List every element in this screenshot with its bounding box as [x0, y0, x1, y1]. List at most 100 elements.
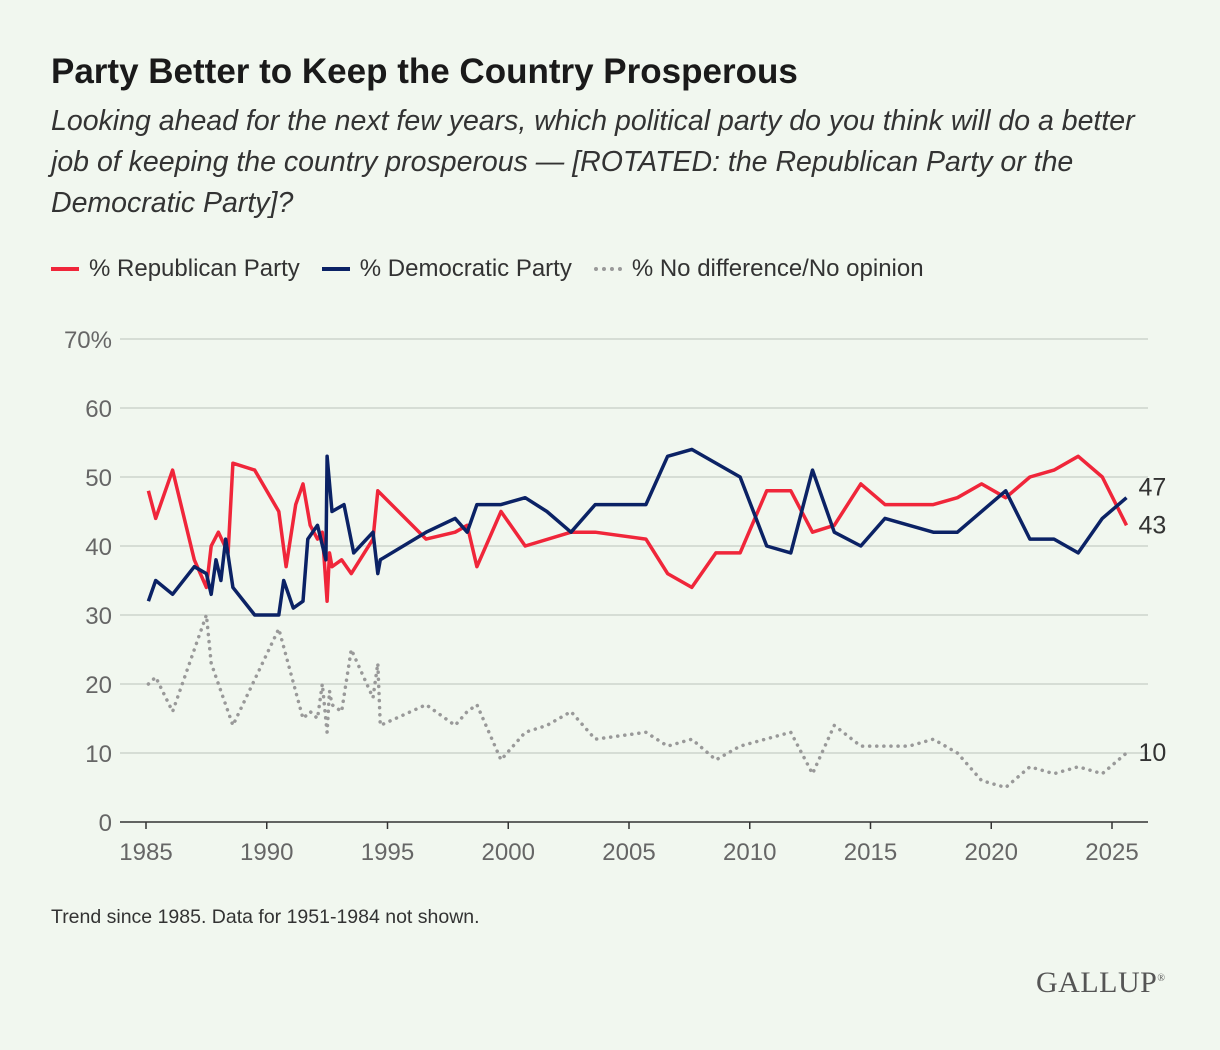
data-point-democratic [352, 551, 356, 555]
data-point-democratic [859, 544, 863, 548]
data-point-democratic [1100, 516, 1104, 520]
data-point-no-opinion [523, 730, 527, 734]
data-point-republican [376, 489, 380, 493]
data-point-democratic [342, 503, 346, 507]
data-point-no-opinion [301, 717, 305, 721]
data-point-republican [192, 558, 196, 562]
data-point-republican [171, 468, 175, 472]
data-point-democratic [1004, 489, 1008, 493]
data-point-no-opinion [171, 710, 175, 714]
data-point-no-opinion [277, 627, 281, 631]
data-point-republican [349, 572, 353, 576]
data-point-no-opinion [1028, 765, 1032, 769]
data-point-democratic [192, 565, 196, 569]
data-point-republican [1028, 475, 1032, 479]
end-labels: 10 43 47 [1138, 474, 1166, 767]
data-point-democratic [330, 510, 334, 514]
y-tick-label: 40 [85, 534, 112, 561]
data-point-republican [499, 510, 503, 514]
x-tick-label: 1990 [240, 839, 293, 866]
end-label-no-opinion: 10 [1138, 739, 1166, 767]
data-point-no-opinion [811, 772, 815, 776]
end-label-republican: 43 [1138, 511, 1166, 539]
legend-item-republican: % Republican Party [51, 255, 300, 283]
data-point-no-opinion [453, 723, 457, 727]
data-point-republican [294, 503, 298, 507]
data-point-democratic [371, 530, 375, 534]
data-point-no-opinion [349, 648, 353, 652]
series-line-no-opinion [146, 613, 1129, 790]
data-point-democratic [378, 558, 382, 562]
chart-subtitle: Looking ahead for the next few years, wh… [51, 105, 1135, 219]
data-point-democratic [1076, 551, 1080, 555]
data-point-republican [666, 572, 670, 576]
data-point-democratic [690, 447, 694, 451]
data-point-democratic [593, 503, 597, 507]
y-tick-label: 70% [64, 327, 112, 354]
data-point-democratic [883, 516, 887, 520]
data-point-democratic [324, 558, 328, 562]
data-point-republican [231, 461, 235, 465]
data-point-republican [253, 468, 257, 472]
data-point-no-opinion [231, 723, 235, 727]
data-point-republican [308, 523, 312, 527]
logo-text: GALLUP [1036, 966, 1158, 999]
data-point-no-opinion [569, 710, 573, 714]
data-point-democratic [523, 496, 527, 500]
x-tick-label: 2005 [602, 839, 655, 866]
data-point-republican [690, 585, 694, 589]
data-point-republican [1076, 454, 1080, 458]
legend-label-democratic: % Democratic Party [359, 255, 572, 282]
y-tick-label: 60 [85, 396, 112, 423]
data-point-no-opinion [204, 613, 208, 617]
data-point-no-opinion [545, 723, 549, 727]
series-line-democratic [146, 447, 1128, 617]
y-tick-label: 30 [85, 603, 112, 630]
data-point-democratic [277, 613, 281, 617]
data-point-no-opinion [644, 730, 648, 734]
legend-swatch-republican [51, 267, 79, 271]
footnote: Trend since 1985. Data for 1951-1984 not… [51, 906, 480, 928]
data-point-no-opinion [475, 703, 479, 707]
data-point-no-opinion [593, 737, 597, 741]
series-line-republican [146, 454, 1129, 603]
data-point-republican [453, 530, 457, 534]
series-democratic [146, 447, 1128, 617]
data-point-democratic [1028, 537, 1032, 541]
data-point-democratic [789, 551, 793, 555]
data-point-no-opinion [859, 744, 863, 748]
legend-swatch-democratic [321, 267, 350, 271]
data-point-no-opinion [330, 703, 334, 707]
data-point-no-opinion [1052, 772, 1056, 776]
data-point-democratic [376, 572, 380, 576]
data-point-republican [330, 565, 334, 569]
legend-item-no-opinion: % No difference/No opinion [593, 255, 924, 283]
data-point-republican [325, 599, 329, 603]
data-point-no-opinion [325, 730, 329, 734]
data-point-republican [1124, 523, 1128, 527]
data-point-no-opinion [690, 737, 694, 741]
data-point-democratic [666, 454, 670, 458]
data-point-republican [328, 551, 332, 555]
end-label-democratic: 47 [1138, 474, 1166, 502]
data-point-republican [714, 551, 718, 555]
data-point-republican [859, 482, 863, 486]
x-tick-label: 2000 [482, 839, 535, 866]
x-tick-label: 1985 [119, 839, 172, 866]
data-point-no-opinion [154, 675, 158, 679]
data-point-no-opinion [371, 696, 375, 700]
data-point-no-opinion [146, 682, 150, 686]
data-point-democratic [931, 530, 935, 534]
legend-label-republican: % Republican Party [89, 255, 300, 282]
data-point-democratic [282, 579, 286, 583]
y-tick-label: 10 [85, 741, 112, 768]
data-point-democratic [231, 585, 235, 589]
legend-item-democratic: % Democratic Party [321, 255, 572, 283]
data-point-democratic [214, 558, 218, 562]
data-point-democratic [832, 530, 836, 534]
data-point-democratic [499, 503, 503, 507]
x-tick-label: 1995 [361, 839, 414, 866]
data-point-democratic [146, 599, 150, 603]
data-point-republican [593, 530, 597, 534]
